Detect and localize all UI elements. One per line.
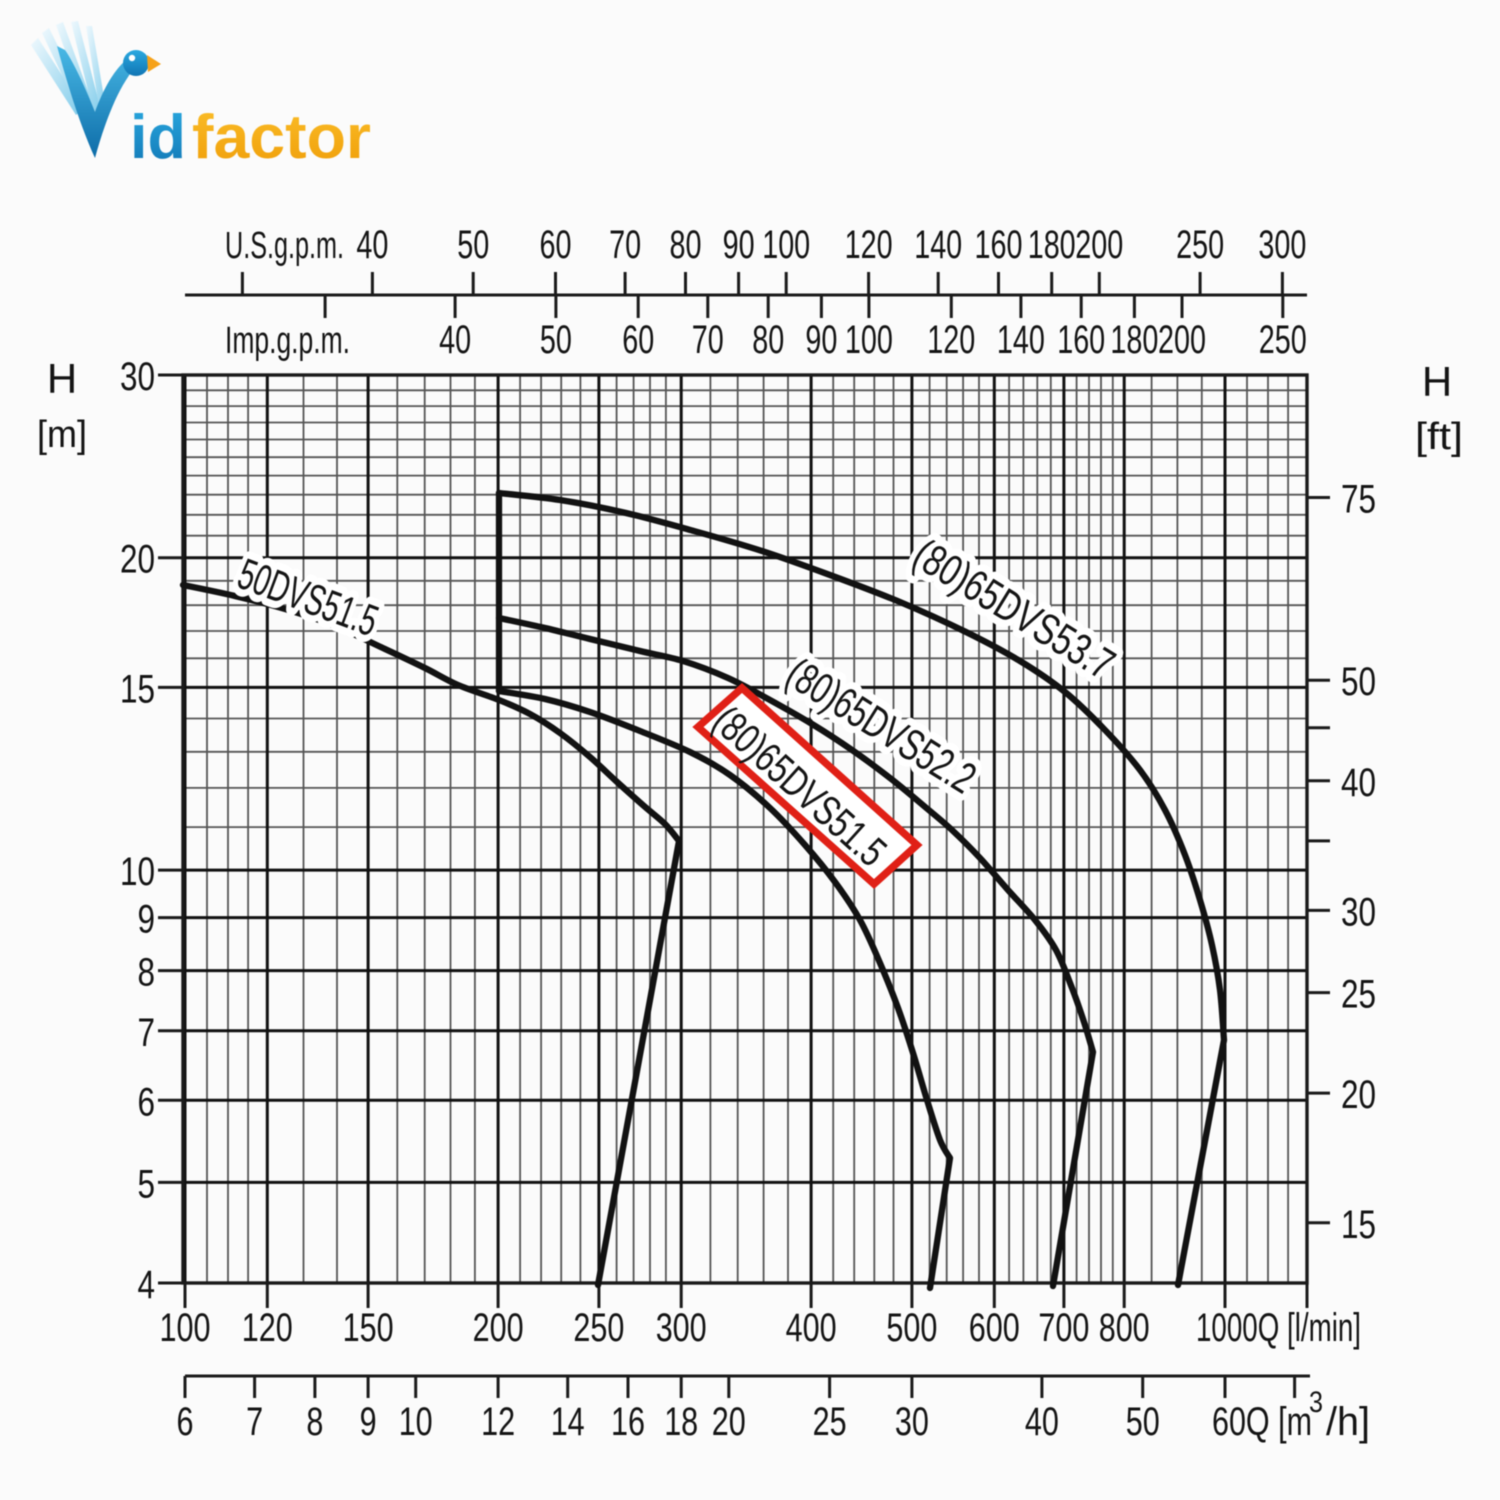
svg-text:50: 50 — [1126, 1400, 1160, 1444]
svg-text:H: H — [1422, 358, 1452, 405]
svg-text:60: 60 — [540, 223, 572, 267]
svg-text:10: 10 — [120, 850, 155, 894]
svg-text:H: H — [47, 355, 77, 402]
svg-text:400: 400 — [786, 1306, 837, 1350]
svg-text:10: 10 — [399, 1400, 433, 1444]
svg-text:120: 120 — [242, 1306, 293, 1350]
svg-text:3: 3 — [1309, 1386, 1323, 1419]
svg-text:7: 7 — [246, 1400, 263, 1444]
svg-text:140: 140 — [914, 223, 962, 267]
svg-text:90: 90 — [723, 223, 755, 267]
svg-text:100: 100 — [762, 223, 810, 267]
svg-text:9: 9 — [360, 1400, 377, 1444]
svg-text:150: 150 — [343, 1306, 394, 1350]
svg-text:/h]: /h] — [1326, 1400, 1370, 1444]
svg-text:6: 6 — [177, 1400, 194, 1444]
svg-text:180: 180 — [1110, 318, 1158, 362]
svg-text:40: 40 — [356, 223, 388, 267]
svg-text:U.S.g.p.m.: U.S.g.p.m. — [225, 225, 344, 267]
svg-text:12: 12 — [481, 1400, 515, 1444]
svg-text:(80)65DVS53.7: (80)65DVS53.7 — [905, 530, 1123, 690]
svg-text:6: 6 — [138, 1080, 156, 1124]
svg-text:160: 160 — [975, 223, 1023, 267]
svg-text:1000Q [l/min]: 1000Q [l/min] — [1196, 1306, 1361, 1350]
svg-text:16: 16 — [611, 1400, 645, 1444]
svg-text:300: 300 — [1258, 223, 1306, 267]
svg-text:700: 700 — [1038, 1306, 1089, 1350]
svg-text:Imp.g.p.m.: Imp.g.p.m. — [225, 320, 350, 362]
svg-text:200: 200 — [473, 1306, 524, 1350]
svg-text:30: 30 — [895, 1400, 929, 1444]
svg-text:20: 20 — [1341, 1073, 1376, 1117]
svg-text:80: 80 — [670, 223, 702, 267]
svg-text:60: 60 — [622, 318, 654, 362]
svg-text:250: 250 — [573, 1306, 624, 1350]
svg-text:40: 40 — [1341, 761, 1376, 805]
svg-text:800: 800 — [1099, 1306, 1150, 1350]
svg-text:75: 75 — [1341, 478, 1376, 522]
svg-text:250: 250 — [1259, 318, 1307, 362]
svg-text:15: 15 — [1341, 1203, 1376, 1247]
svg-text:70: 70 — [609, 223, 641, 267]
svg-text:[m]: [m] — [37, 414, 87, 456]
svg-text:20: 20 — [120, 538, 155, 582]
svg-text:40: 40 — [1025, 1400, 1059, 1444]
svg-text:25: 25 — [813, 1400, 847, 1444]
svg-text:180: 180 — [1028, 223, 1076, 267]
svg-text:7: 7 — [138, 1011, 156, 1055]
svg-text:200: 200 — [1158, 318, 1206, 362]
svg-text:id: id — [130, 103, 186, 172]
svg-text:25: 25 — [1341, 973, 1376, 1017]
svg-text:40: 40 — [439, 318, 471, 362]
svg-text:9: 9 — [138, 898, 156, 942]
svg-text:30: 30 — [1341, 890, 1376, 934]
svg-text:160: 160 — [1057, 318, 1105, 362]
svg-text:90: 90 — [805, 318, 837, 362]
svg-text:50: 50 — [540, 318, 572, 362]
svg-text:30: 30 — [120, 355, 155, 399]
svg-text:50: 50 — [1341, 660, 1376, 704]
svg-text:5: 5 — [138, 1162, 156, 1206]
svg-text:200: 200 — [1075, 223, 1123, 267]
svg-text:120: 120 — [845, 223, 893, 267]
svg-text:4: 4 — [138, 1263, 156, 1307]
svg-text:factor: factor — [192, 103, 371, 172]
svg-text:300: 300 — [656, 1306, 707, 1350]
svg-text:20: 20 — [712, 1400, 746, 1444]
svg-text:600: 600 — [969, 1306, 1020, 1350]
svg-text:18: 18 — [664, 1400, 698, 1444]
svg-text:80: 80 — [752, 318, 784, 362]
svg-text:[ft]: [ft] — [1415, 416, 1463, 458]
svg-text:15: 15 — [120, 667, 155, 711]
svg-text:8: 8 — [138, 951, 156, 995]
svg-text:50: 50 — [457, 223, 489, 267]
svg-text:140: 140 — [997, 318, 1045, 362]
svg-text:14: 14 — [551, 1400, 585, 1444]
svg-text:60Q [m: 60Q [m — [1212, 1400, 1312, 1444]
svg-text:100: 100 — [845, 318, 893, 362]
svg-text:70: 70 — [692, 318, 724, 362]
svg-text:120: 120 — [927, 318, 975, 362]
svg-text:500: 500 — [886, 1306, 937, 1350]
svg-text:8: 8 — [306, 1400, 323, 1444]
svg-text:100: 100 — [160, 1306, 211, 1350]
svg-text:250: 250 — [1176, 223, 1224, 267]
